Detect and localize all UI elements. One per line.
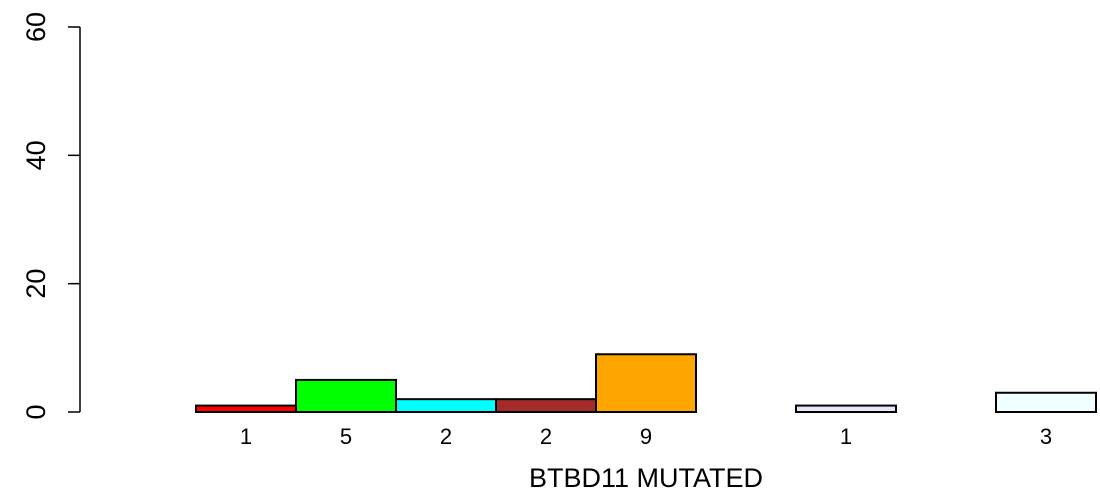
bar (295, 378, 397, 413)
bar-count-label: 1 (840, 424, 852, 449)
bar (495, 398, 597, 413)
bar-count-label: 3 (1040, 424, 1052, 449)
bar (195, 404, 297, 414)
y-tick-label: 0 (21, 404, 51, 419)
bar (595, 353, 697, 413)
y-tick-label: 40 (21, 140, 51, 170)
bar (395, 398, 497, 413)
y-axis: 0 20 40 60 (21, 12, 81, 420)
bar (995, 391, 1097, 413)
x-axis-label: BTBD11 MUTATED (529, 463, 763, 493)
bar-count-label: 1 (240, 424, 252, 449)
bar-count-label: 9 (640, 424, 652, 449)
bar (795, 404, 897, 414)
bar-count-label: 2 (440, 424, 452, 449)
y-tick-label: 20 (21, 269, 51, 299)
y-tick-label: 60 (21, 12, 51, 42)
bar-count-label: 2 (540, 424, 552, 449)
bars (195, 353, 1097, 414)
bar-labels: 1 5 2 2 9 1 3 (240, 424, 1052, 449)
bar-count-label: 5 (340, 424, 352, 449)
